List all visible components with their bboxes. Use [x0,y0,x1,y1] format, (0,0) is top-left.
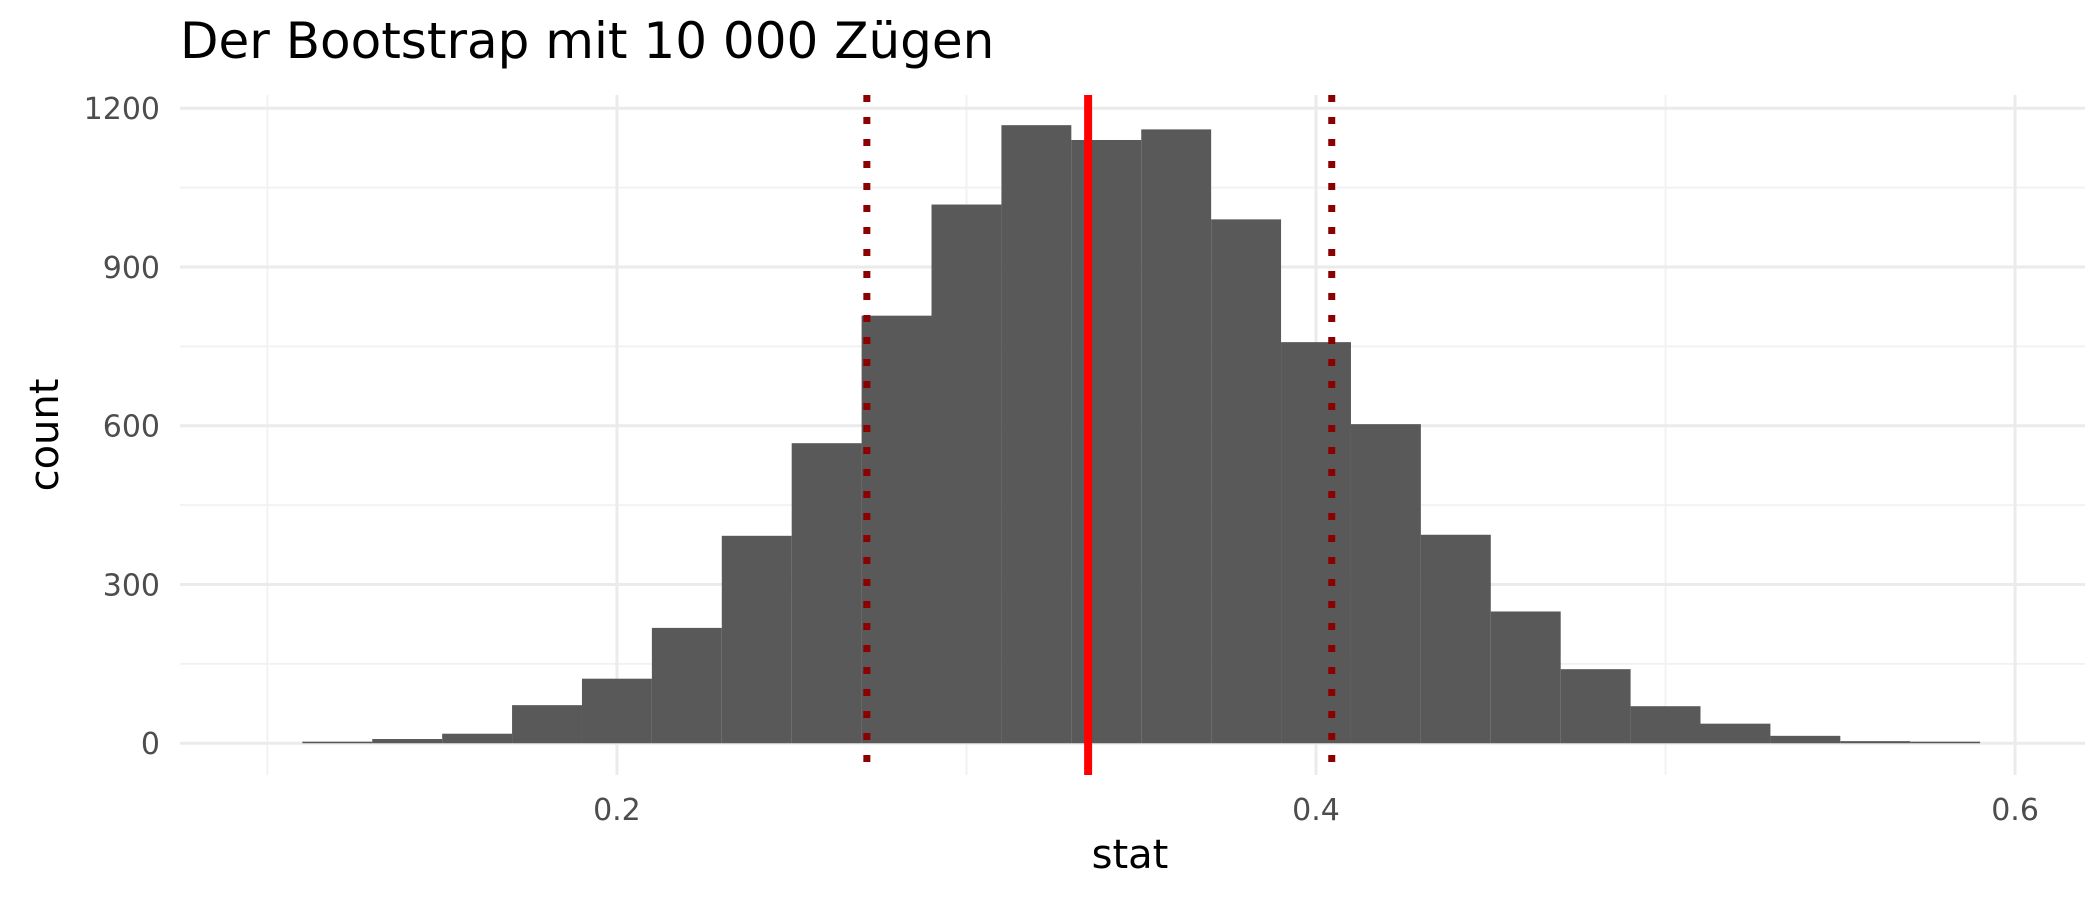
histogram-bar [1560,669,1631,744]
x-axis-title: stat [1092,832,1169,878]
histogram-bar [1281,342,1351,744]
y-axis-title: count [22,379,68,492]
histogram-bar [1700,723,1771,744]
histogram-bar [1211,219,1282,744]
x-tick-label: 0.2 [593,793,641,828]
x-axis-tick-labels: 0.2 0.4 0.6 [593,793,2039,828]
y-axis-tick-labels: 0 300 600 900 1200 [84,92,160,762]
reference-lines [863,95,1336,775]
histogram-bar [1001,125,1072,744]
y-tick-label: 900 [103,251,160,286]
histogram-bar [1350,424,1421,744]
histogram-bar [1420,534,1491,744]
histogram-bar [302,741,373,744]
histogram-bar [1770,735,1841,744]
histogram-bars [302,125,1981,744]
histogram-bar [512,705,582,744]
histogram-bar [1910,741,1981,744]
histogram-bar [581,678,652,744]
y-tick-label: 0 [141,727,160,762]
y-tick-label: 300 [103,568,160,603]
histogram-bar [442,733,513,744]
histogram-bar [1840,741,1911,744]
y-tick-label: 1200 [84,92,160,127]
histogram-bar [791,443,862,744]
histogram-bar [1141,129,1212,744]
y-tick-label: 600 [103,410,160,445]
histogram-bar [651,627,722,744]
x-tick-label: 0.6 [1991,793,2039,828]
histogram-bar [1630,706,1701,744]
x-tick-label: 0.4 [1292,793,1340,828]
histogram-bar [861,315,932,744]
histogram-bar [931,204,1002,744]
chart-title: Der Bootstrap mit 10 000 Zügen [180,12,994,70]
histogram-bar [721,535,792,744]
histogram-bar [1490,611,1561,744]
histogram-bar [1071,139,1142,744]
histogram-bar [372,739,443,744]
